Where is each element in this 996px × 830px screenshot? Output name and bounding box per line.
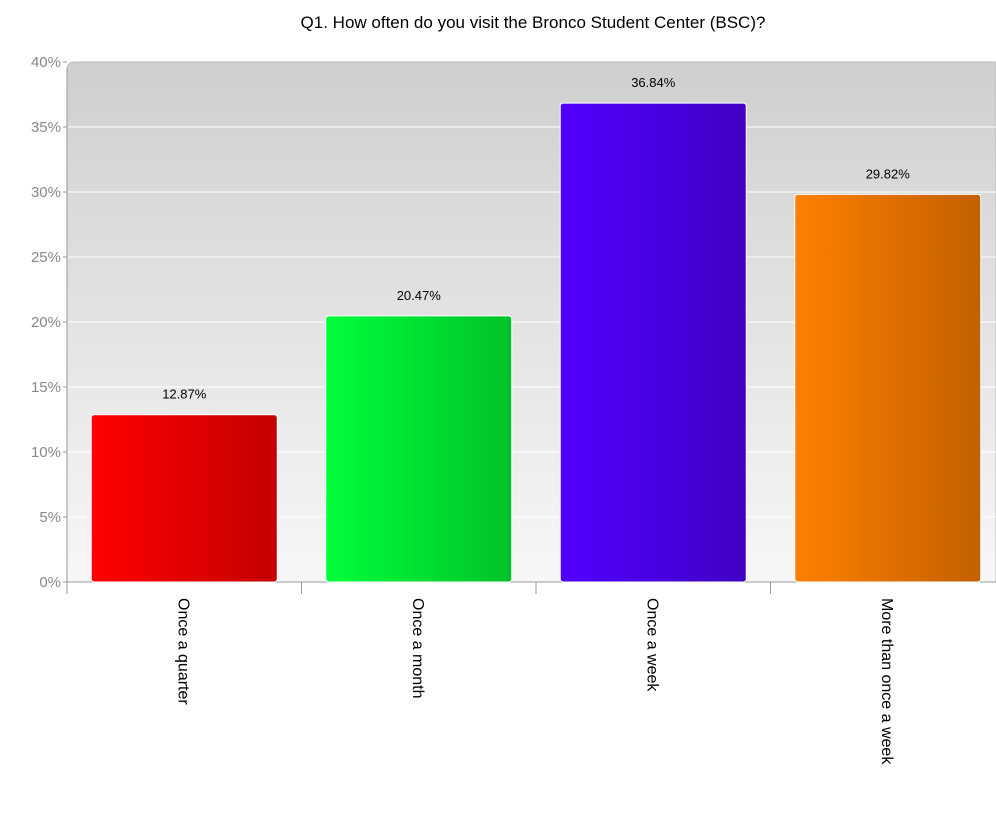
y-tick-label: 15%	[31, 379, 61, 396]
chart-title: Q1. How often do you visit the Bronco St…	[301, 13, 766, 32]
data-label: 36.84%	[631, 75, 676, 90]
y-tick-label: 5%	[39, 509, 61, 526]
data-label: 29.82%	[866, 166, 911, 181]
bar-more-than-once-a-week	[794, 193, 982, 583]
y-tick-label: 30%	[31, 184, 61, 201]
y-tick-label: 25%	[31, 249, 61, 266]
data-label: 12.87%	[162, 387, 207, 402]
category-label: Once a quarter	[174, 598, 191, 705]
y-tick-label: 20%	[31, 314, 61, 331]
bar-once-a-quarter	[90, 414, 278, 583]
bar-once-a-month	[325, 315, 513, 583]
y-tick-label: 0%	[39, 574, 61, 591]
category-label: Once a month	[409, 598, 426, 699]
bar-once-a-week	[559, 102, 747, 583]
y-tick-label: 40%	[31, 54, 61, 71]
category-label: Once a week	[643, 598, 660, 692]
y-tick-label: 35%	[31, 119, 61, 136]
data-label: 20.47%	[397, 288, 442, 303]
y-tick-label: 10%	[31, 444, 61, 461]
category-label: More than once a week	[878, 598, 895, 765]
